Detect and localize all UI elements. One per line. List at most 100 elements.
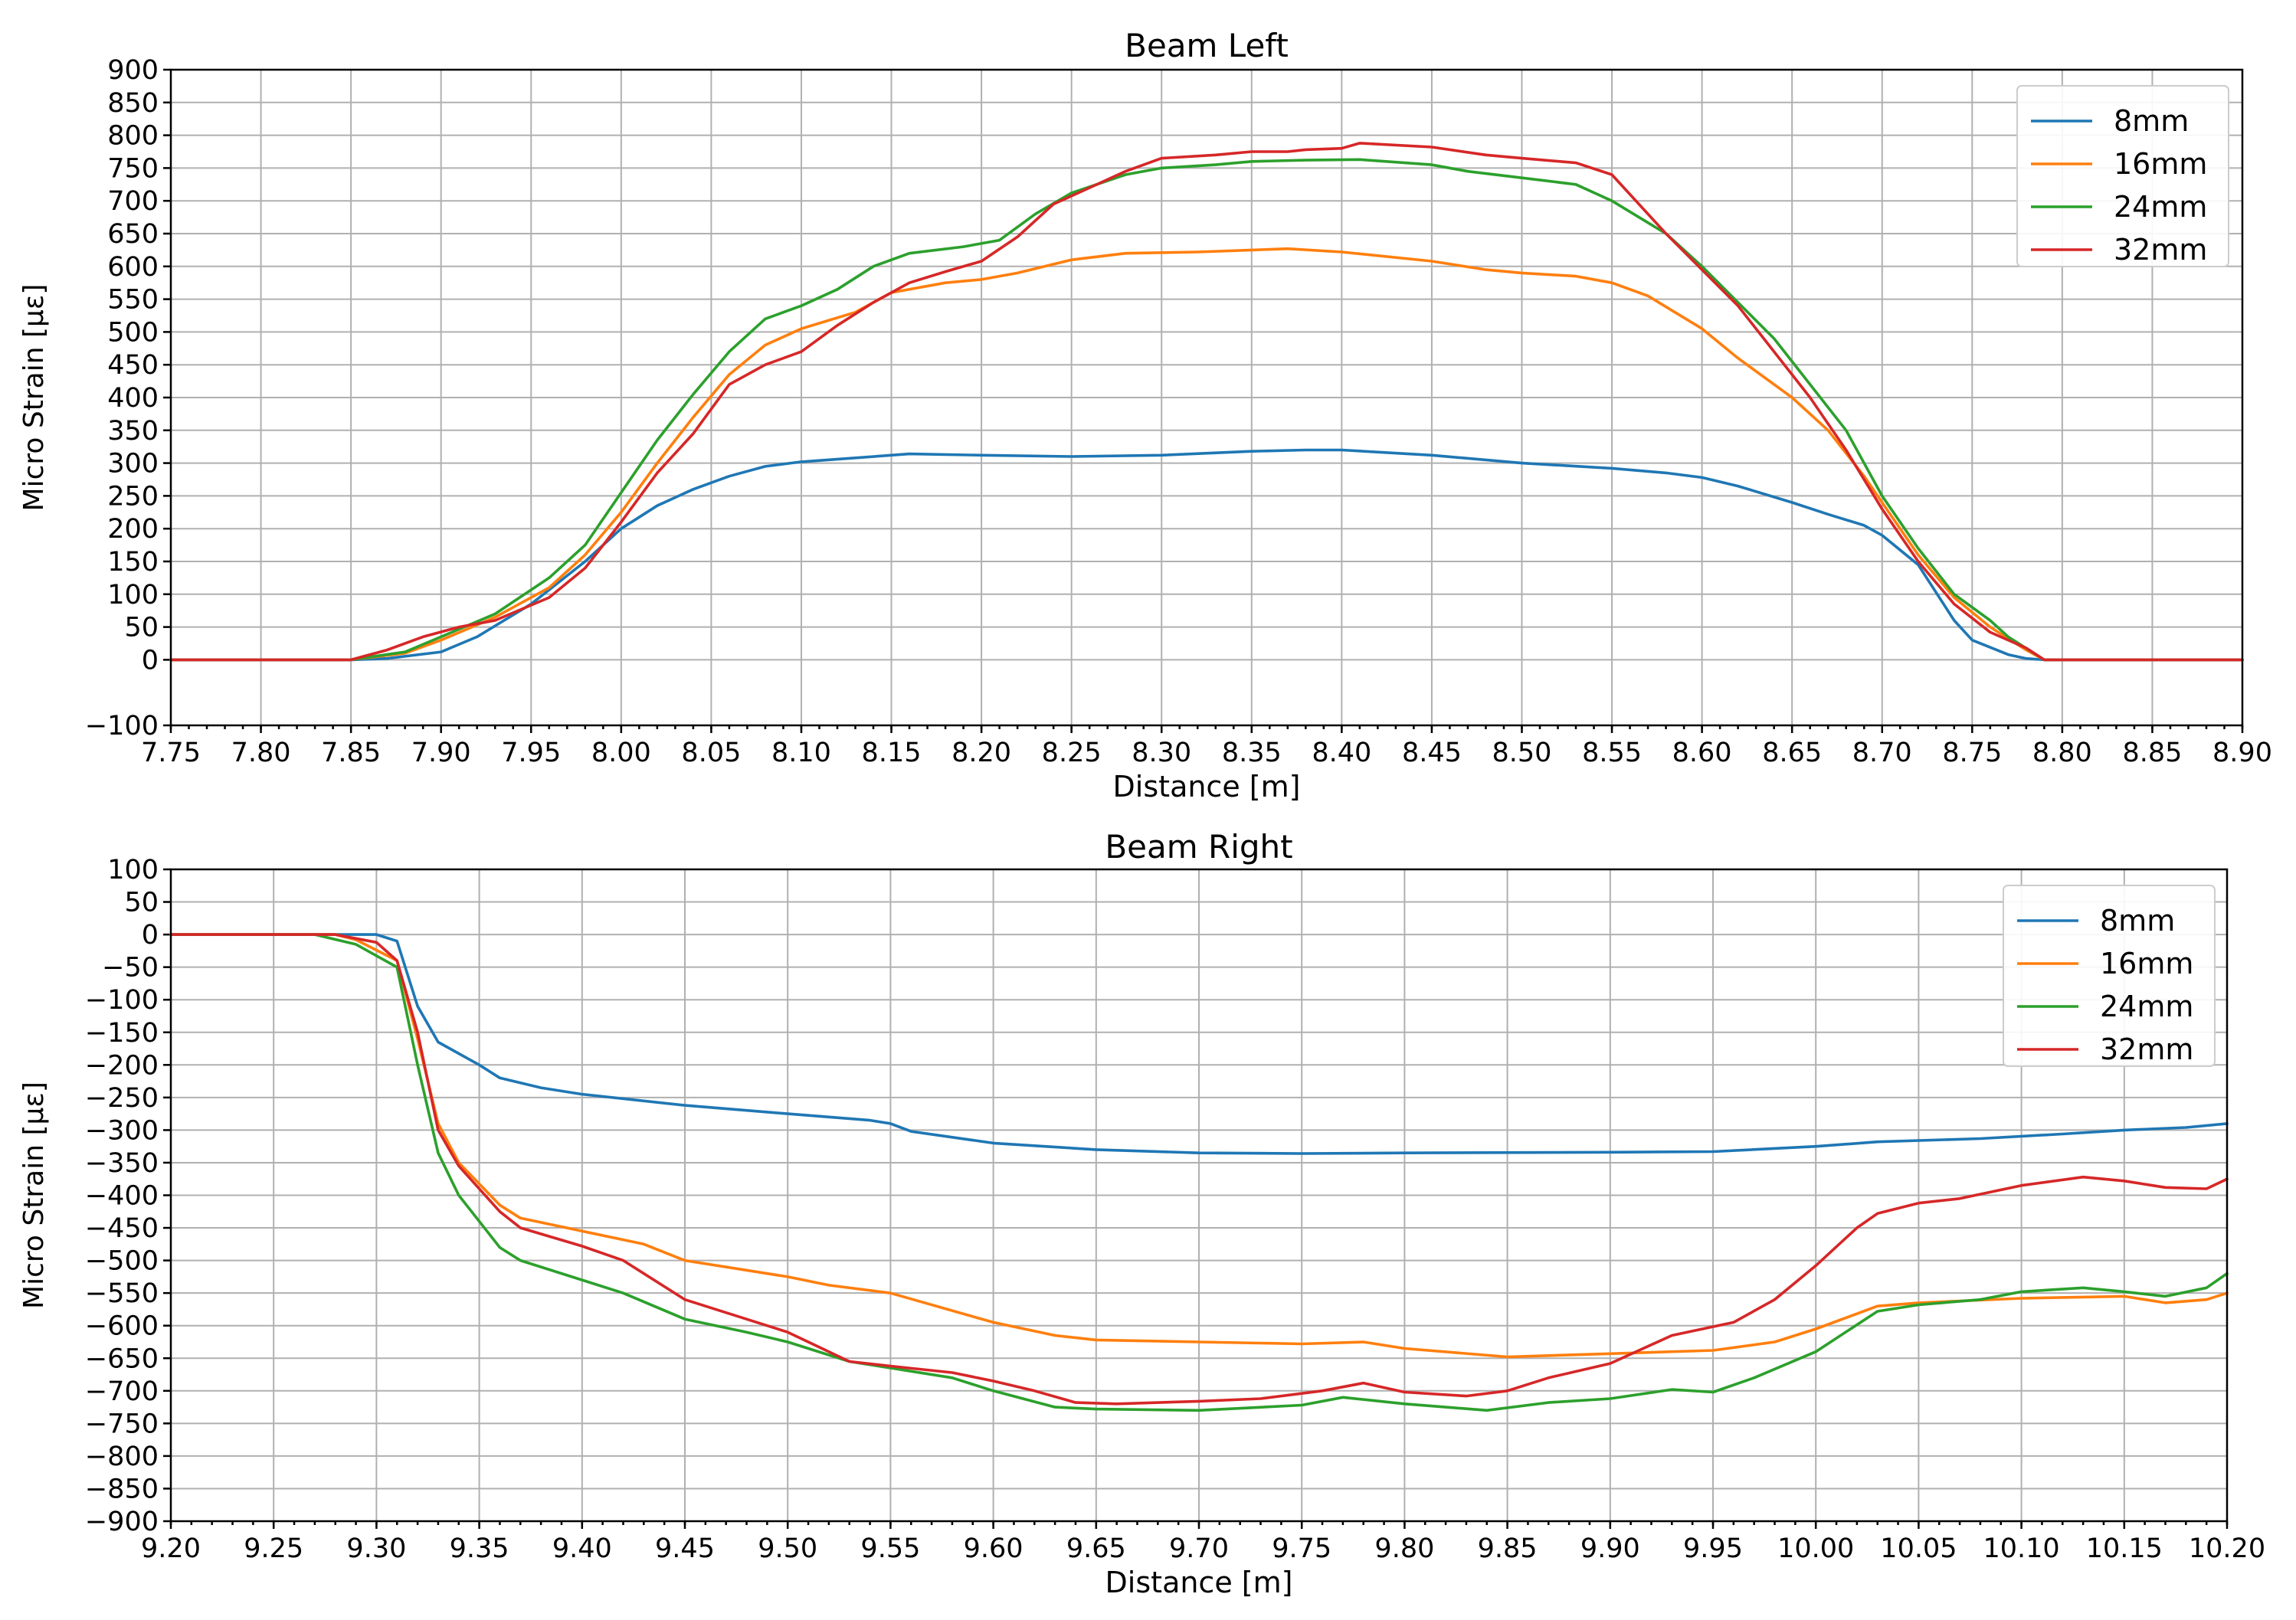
legend-label: 8mm xyxy=(2100,904,2175,938)
x-tick-label: 10.15 xyxy=(2086,1533,2163,1564)
legend-label: 16mm xyxy=(2114,147,2207,181)
x-tick-label: 9.25 xyxy=(244,1533,303,1564)
y-tick-label: 650 xyxy=(107,219,159,250)
axis-ticks: 9.20 9.25 9.30 9.35 9.40 9.45 9.50 9.55 9.60 9.65… xyxy=(85,855,2265,1564)
y-tick-label: −550 xyxy=(85,1278,159,1309)
y-tick-label: −50 xyxy=(102,953,159,983)
y-tick-label: 350 xyxy=(107,416,159,447)
y-tick-label: −500 xyxy=(85,1246,159,1277)
y-tick-label: 800 xyxy=(107,121,159,152)
legend-label: 8mm xyxy=(2114,104,2189,138)
x-tick-label: 7.75 xyxy=(141,738,201,768)
x-tick-label: 8.30 xyxy=(1132,738,1191,768)
legend-label: 24mm xyxy=(2114,190,2207,224)
y-tick-label: 0 xyxy=(142,645,159,676)
x-tick-label: 8.20 xyxy=(951,738,1011,768)
y-tick-label: 150 xyxy=(107,547,159,578)
x-tick-label: 8.05 xyxy=(681,738,741,768)
x-tick-label: 8.40 xyxy=(1312,738,1371,768)
legend-label: 32mm xyxy=(2114,233,2207,267)
y-tick-label: −150 xyxy=(85,1018,159,1049)
x-tick-label: 9.70 xyxy=(1169,1533,1229,1564)
y-tick-label: −400 xyxy=(85,1181,159,1212)
x-axis-label: Distance [m] xyxy=(1105,1566,1293,1599)
plot-frame xyxy=(169,68,2244,727)
x-tick-label: 9.75 xyxy=(1272,1533,1331,1564)
y-tick-label: 600 xyxy=(107,252,159,283)
y-tick-label: 300 xyxy=(107,449,159,479)
chart-beam-left: Beam Left Distance [m] Micro Strain [με]… xyxy=(18,27,2272,803)
legend-label: 32mm xyxy=(2100,1033,2193,1066)
x-tick-label: 8.65 xyxy=(1762,738,1822,768)
y-tick-label: −100 xyxy=(85,711,159,741)
y-tick-label: 450 xyxy=(107,350,159,381)
x-tick-label: 8.00 xyxy=(591,738,651,768)
y-tick-label: −650 xyxy=(85,1343,159,1374)
x-tick-label: 9.90 xyxy=(1580,1533,1640,1564)
x-tick-label: 8.15 xyxy=(862,738,922,768)
x-tick-label: 9.60 xyxy=(964,1533,1024,1564)
x-tick-label: 8.55 xyxy=(1582,738,1642,768)
series-line-8mm xyxy=(169,933,2229,1155)
y-tick-label: −600 xyxy=(85,1311,159,1342)
y-axis-label: Micro Strain [με] xyxy=(18,284,50,512)
y-tick-label: −800 xyxy=(85,1442,159,1472)
x-tick-label: 8.10 xyxy=(771,738,831,768)
y-tick-label: −700 xyxy=(85,1376,159,1407)
y-tick-label: 550 xyxy=(107,285,159,316)
y-tick-label: −250 xyxy=(85,1083,159,1114)
y-tick-label: 100 xyxy=(107,580,159,610)
axis-ticks: 7.75 7.80 7.85 7.90 7.95 8.00 8.05 8.10 8.15 8.20… xyxy=(85,55,2272,768)
x-tick-label: 8.80 xyxy=(2032,738,2092,768)
legend-box xyxy=(2003,885,2216,1067)
x-tick-label: 9.30 xyxy=(346,1533,406,1564)
x-tick-label: 8.50 xyxy=(1492,738,1552,768)
legend: 8mm 16mm 24mm 32mm xyxy=(2016,85,2229,267)
legend-box xyxy=(2016,85,2229,267)
x-tick-label: 9.50 xyxy=(758,1533,817,1564)
chart-title: Beam Right xyxy=(1105,828,1292,866)
x-tick-label: 9.80 xyxy=(1374,1533,1434,1564)
y-tick-label: −100 xyxy=(85,985,159,1016)
legend-label: 24mm xyxy=(2100,990,2193,1023)
series-line-16mm xyxy=(169,247,2244,662)
y-tick-label: 850 xyxy=(107,88,159,119)
y-tick-label: −450 xyxy=(85,1213,159,1244)
y-tick-label: −900 xyxy=(85,1507,159,1537)
y-tick-label: −350 xyxy=(85,1148,159,1179)
y-tick-label: 100 xyxy=(107,855,159,885)
x-tick-label: 9.95 xyxy=(1683,1533,1743,1564)
series-group xyxy=(169,933,2229,1412)
legend-label: 16mm xyxy=(2100,947,2193,980)
x-tick-label: 9.85 xyxy=(1478,1533,1538,1564)
x-tick-label: 9.20 xyxy=(141,1533,201,1564)
y-tick-label: 400 xyxy=(107,383,159,414)
legend: 8mm 16mm 24mm 32mm xyxy=(2003,885,2216,1067)
x-tick-label: 8.75 xyxy=(1942,738,2002,768)
series-line-24mm xyxy=(169,158,2244,662)
x-tick-label: 9.55 xyxy=(860,1533,920,1564)
x-tick-label: 10.20 xyxy=(2189,1533,2265,1564)
y-tick-label: 500 xyxy=(107,317,159,348)
x-tick-label: 7.90 xyxy=(411,738,471,768)
y-tick-label: 750 xyxy=(107,153,159,184)
x-tick-label: 9.45 xyxy=(655,1533,715,1564)
x-tick-label: 8.60 xyxy=(1672,738,1732,768)
x-tick-label: 8.90 xyxy=(2212,738,2272,768)
y-tick-label: 0 xyxy=(142,920,159,951)
y-tick-label: 250 xyxy=(107,481,159,512)
chart-beam-right: Beam Right Distance [m] Micro Strain [με… xyxy=(18,828,2265,1599)
y-tick-label: −850 xyxy=(85,1474,159,1504)
y-tick-label: 50 xyxy=(124,888,159,918)
y-tick-label: 50 xyxy=(124,613,159,643)
y-tick-label: −300 xyxy=(85,1115,159,1146)
y-tick-label: 700 xyxy=(107,186,159,217)
plot-frame xyxy=(169,868,2229,1523)
x-tick-label: 8.85 xyxy=(2122,738,2182,768)
x-tick-label: 9.65 xyxy=(1066,1533,1126,1564)
grid xyxy=(170,869,2228,1522)
series-line-32mm xyxy=(169,933,2229,1406)
series-line-16mm xyxy=(169,933,2229,1359)
x-tick-label: 10.00 xyxy=(1777,1533,1854,1564)
x-tick-label: 8.25 xyxy=(1042,738,1102,768)
